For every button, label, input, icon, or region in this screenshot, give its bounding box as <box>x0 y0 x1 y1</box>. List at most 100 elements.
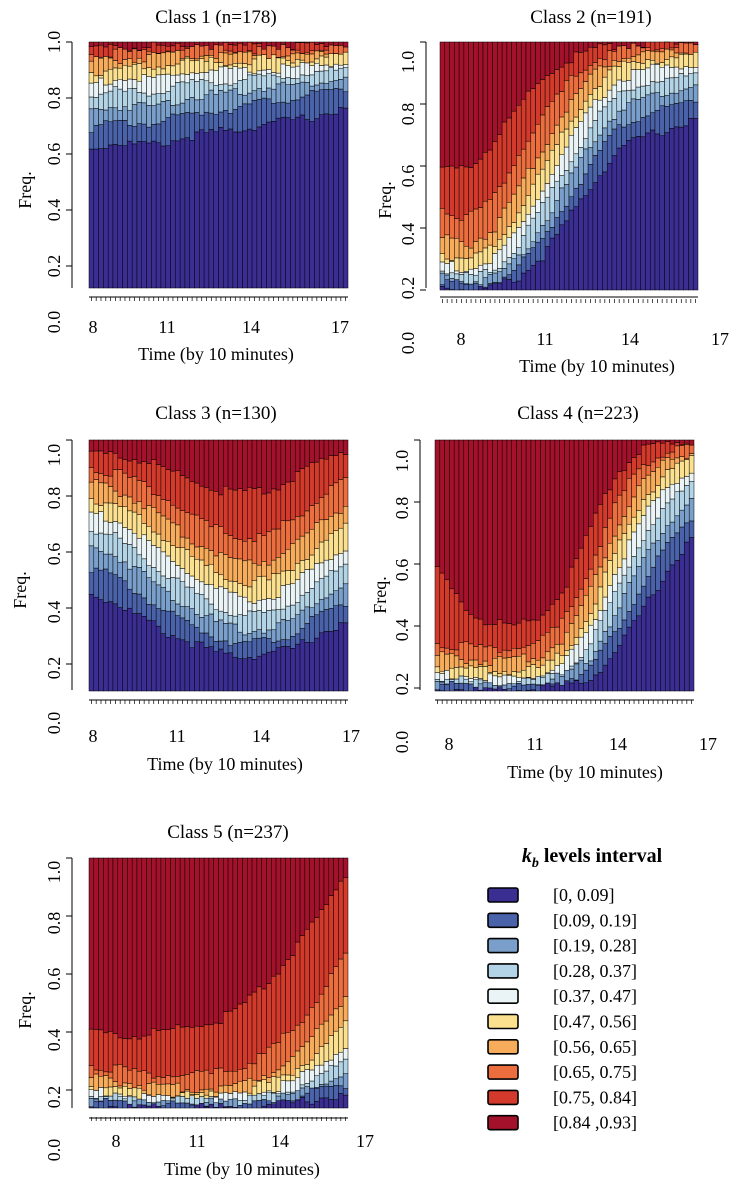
bar-segment <box>93 56 99 77</box>
bar-segment <box>602 106 608 129</box>
bar-segment <box>165 91 171 101</box>
bar-segment <box>607 489 613 519</box>
bar-segment <box>453 439 460 594</box>
bar-segment <box>660 442 666 458</box>
bar-segment <box>463 272 469 284</box>
bar-segment <box>127 140 133 289</box>
bar-segment <box>525 661 532 667</box>
bar-segment <box>449 653 455 669</box>
bar-segment <box>578 109 584 122</box>
bar-segment <box>98 148 104 289</box>
bar-segment <box>251 631 258 639</box>
bar-segment <box>266 1100 272 1105</box>
bar-segment <box>127 544 133 570</box>
bar-segment <box>203 439 210 488</box>
panel-title: Class 1 (n=178) <box>155 7 277 28</box>
bar-segment <box>299 41 306 43</box>
bar-segment <box>232 52 238 64</box>
bar-segment <box>439 683 445 691</box>
bar-segment <box>607 658 613 692</box>
bar-segment <box>487 439 493 625</box>
bar-segment <box>525 90 532 142</box>
bar-segment <box>679 477 685 492</box>
bar-segment <box>189 1104 195 1109</box>
bar-segment <box>492 283 498 291</box>
bar-segment <box>564 670 570 681</box>
bar-segment <box>141 1070 147 1091</box>
bar-segment <box>342 622 349 692</box>
bar-segment <box>333 1084 339 1100</box>
bar-segment <box>501 657 508 672</box>
bar-segment <box>673 92 680 104</box>
bar-segment <box>540 684 546 692</box>
bar-segment <box>328 631 334 692</box>
bar-segment <box>280 1074 286 1081</box>
bar-segment <box>314 41 320 45</box>
bar-segment <box>290 41 296 50</box>
bar-segment <box>654 49 661 53</box>
bar-segment <box>328 81 334 90</box>
bar-segment <box>179 49 186 60</box>
bar-segment <box>688 42 694 55</box>
bar-segment <box>232 581 238 593</box>
bar-segment <box>280 57 286 65</box>
bar-segment <box>218 494 224 527</box>
bar-segment <box>271 88 277 104</box>
bar-segment <box>184 606 190 621</box>
bar-segment <box>290 1056 296 1076</box>
bar-segment <box>314 1075 320 1088</box>
bar-segment <box>93 472 99 480</box>
bar-segment <box>242 63 248 68</box>
bar-segment <box>136 1038 143 1072</box>
bar-segment <box>669 439 676 445</box>
bar-segment <box>280 44 286 58</box>
bar-segment <box>179 102 186 114</box>
bar-segment <box>290 1074 296 1082</box>
bar-segment <box>189 72 195 80</box>
bar-segment <box>112 67 119 81</box>
bar-segment <box>640 96 646 118</box>
bar-segment <box>664 77 670 96</box>
bar-segment <box>88 46 95 55</box>
x-tick-label: 8 <box>445 734 454 754</box>
bar-segment <box>155 41 162 46</box>
bar-segment <box>189 575 195 588</box>
bar-segment <box>223 1011 229 1072</box>
bar-segment <box>151 1028 157 1079</box>
bar-segment <box>266 45 272 59</box>
bar-segment <box>271 439 277 490</box>
bar-segment <box>208 1097 214 1105</box>
bar-segment <box>237 106 243 133</box>
bar-segment <box>454 167 460 219</box>
bar-segment <box>107 68 114 85</box>
bar-segment <box>256 599 262 611</box>
bar-segment <box>112 86 119 109</box>
bar-segment <box>309 74 315 87</box>
bar-segment <box>487 199 493 233</box>
bar-segment <box>487 244 493 264</box>
bar-segment <box>497 656 503 674</box>
bar-segment <box>285 646 291 692</box>
bar-segment <box>294 116 301 289</box>
bar-segment <box>616 61 622 67</box>
bar-segment <box>107 83 114 92</box>
x-tick-label: 14 <box>242 317 260 337</box>
bar-segment <box>679 490 685 511</box>
bar-segment <box>261 1079 267 1093</box>
bar-segment <box>593 619 599 630</box>
bar-segment <box>492 688 498 692</box>
bar-segment <box>88 1077 95 1087</box>
bar-segment <box>170 635 176 692</box>
bar-segment <box>530 132 536 169</box>
bar-segment <box>151 1096 157 1103</box>
bar-segment <box>285 117 291 289</box>
bar-segment <box>309 1103 315 1109</box>
panel-class-5: Class 5 (n=237) 1.0 0.8 0.6 0.4 0.2 0.0 … <box>15 822 374 1180</box>
bar-segment <box>323 113 330 289</box>
bar-segment <box>545 651 551 661</box>
bar-segment <box>607 626 613 637</box>
bar-segment <box>194 641 200 692</box>
bar-segment <box>612 574 618 592</box>
bar-segment <box>578 72 584 89</box>
bar-segment <box>669 458 676 469</box>
